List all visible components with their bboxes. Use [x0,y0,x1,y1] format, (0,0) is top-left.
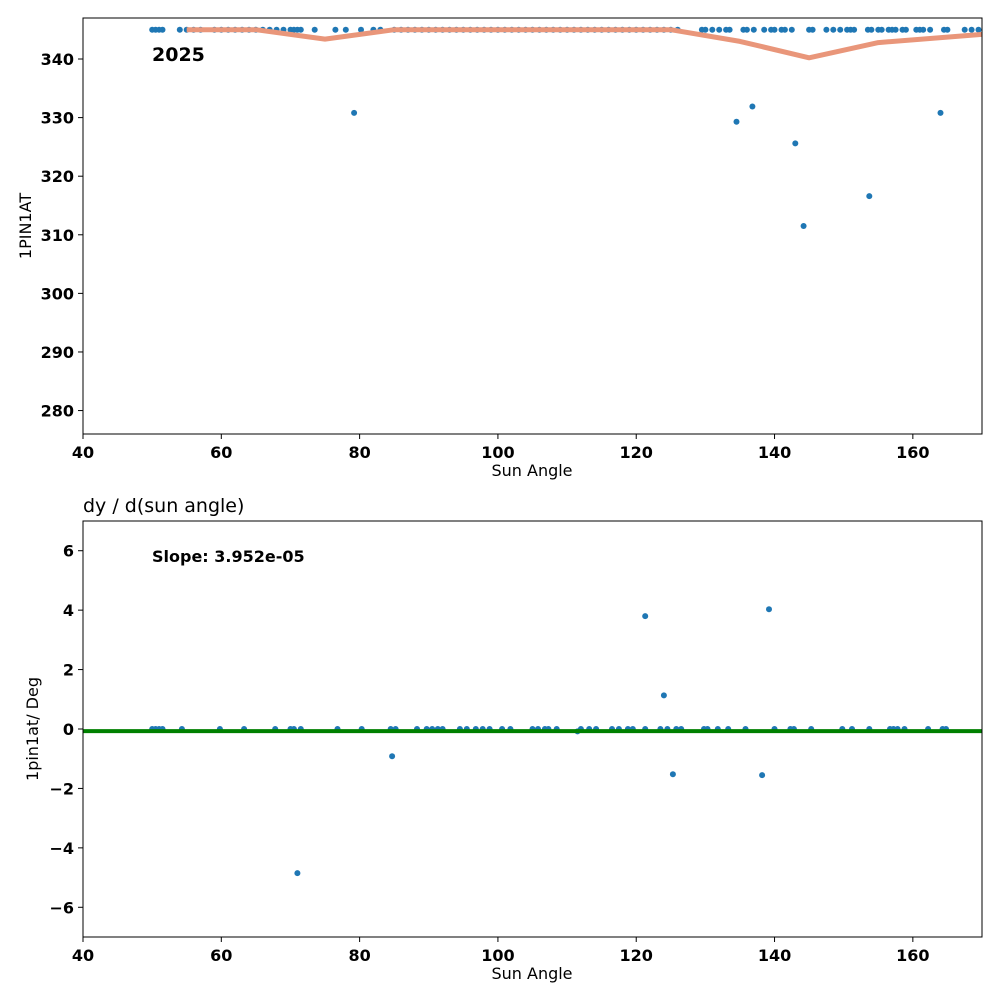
data-point [837,26,844,33]
top-panel: 40 60 80 100 120 140 160280290300310320330340 … [16,17,983,480]
x-tick-label: 40 [72,443,94,462]
data-point [642,613,649,620]
x-tick-label: 100 [481,946,514,965]
x-tick-label: 160 [896,443,929,462]
data-point [851,26,858,33]
x-tick-label: 120 [620,443,653,462]
data-point [389,753,396,760]
data-point [792,140,799,147]
y-tick-label: 290 [41,343,74,362]
data-point [902,26,909,33]
top-panel-ylabel: 1PIN1AT [16,193,35,259]
bottom-panel-xlabel: Sun Angle [491,964,572,983]
bottom-panel: 40 60 80 100 120 140 160 −6 −4 −2 0 2 4 6 dy / d(sun … [23,495,983,983]
x-tick-label: 80 [348,443,370,462]
x-tick-label: 140 [758,443,791,462]
data-point [937,109,944,116]
data-point [920,26,927,33]
slope-annotation: Slope: 3.952e-05 [152,547,305,566]
top-panel-xlabel: Sun Angle [491,461,572,480]
data-point [975,26,982,33]
data-point [892,26,899,33]
data-point [726,26,733,33]
data-point [311,26,318,33]
data-point [351,109,358,116]
data-point [788,26,795,33]
top-plot-area [149,26,982,229]
data-point [968,26,975,33]
data-point [294,870,301,877]
y-tick-label: 300 [41,284,74,303]
data-point [342,26,349,33]
data-point [709,26,716,33]
data-point [781,26,788,33]
bottom-panel-ylabel: 1pin1at/ Deg [23,677,42,781]
data-point [961,26,968,33]
data-point [297,26,304,33]
y-tick-label: 320 [41,167,74,186]
data-point [944,26,951,33]
data-point [749,103,756,110]
y-tick-label: −2 [49,779,74,798]
y-tick-label: 280 [41,402,74,421]
bottom-panel-ticks: 40 60 80 100 120 140 160 −6 −4 −2 0 2 4 6 [49,542,929,965]
data-point [809,26,816,33]
x-tick-label: 60 [210,946,232,965]
y-tick-label: 0 [63,720,74,739]
data-point [868,26,875,33]
top-panel-ticks: 40 60 80 100 120 140 160 280 290 300 310 320 330 340 [41,50,930,462]
data-point [823,26,830,33]
data-point [759,772,766,779]
data-point [669,771,676,778]
data-point [702,26,709,33]
top-panel-frame [82,17,983,435]
x-tick-label: 120 [620,946,653,965]
data-point [159,26,166,33]
data-point [766,606,772,613]
y-tick-label: 4 [63,601,74,620]
x-tick-label: 40 [72,946,94,965]
y-tick-label: 6 [63,542,74,561]
data-point [830,26,837,33]
top-panel-year-annotation: 2025 [152,44,205,66]
y-tick-label: −6 [49,898,74,917]
data-point [660,692,667,699]
top-panel-data [149,26,982,229]
y-tick-label: 2 [63,661,74,680]
data-point [771,26,778,33]
data-point [733,118,740,125]
data-point [358,26,364,33]
y-tick-label: 330 [41,109,74,128]
bottom-panel-data [83,606,982,877]
x-tick-label: 140 [758,946,791,965]
y-tick-label: 340 [41,50,74,69]
data-point [716,26,723,33]
data-point [866,193,873,200]
x-tick-label: 60 [210,443,232,462]
y-tick-label: −4 [49,839,74,858]
x-tick-label: 80 [348,946,370,965]
x-tick-label: 100 [481,443,514,462]
data-point [761,26,768,33]
bottom-plot-area [83,606,982,877]
data-point [800,223,807,229]
bottom-panel-title: dy / d(sun angle) [83,495,244,517]
data-point [878,26,885,33]
fit-line [186,27,982,61]
data-point [332,26,339,33]
data-point [927,26,934,33]
data-point [176,26,183,33]
data-point [750,26,757,33]
y-tick-label: 310 [41,226,74,245]
x-tick-label: 160 [896,946,929,965]
data-point [743,26,750,33]
